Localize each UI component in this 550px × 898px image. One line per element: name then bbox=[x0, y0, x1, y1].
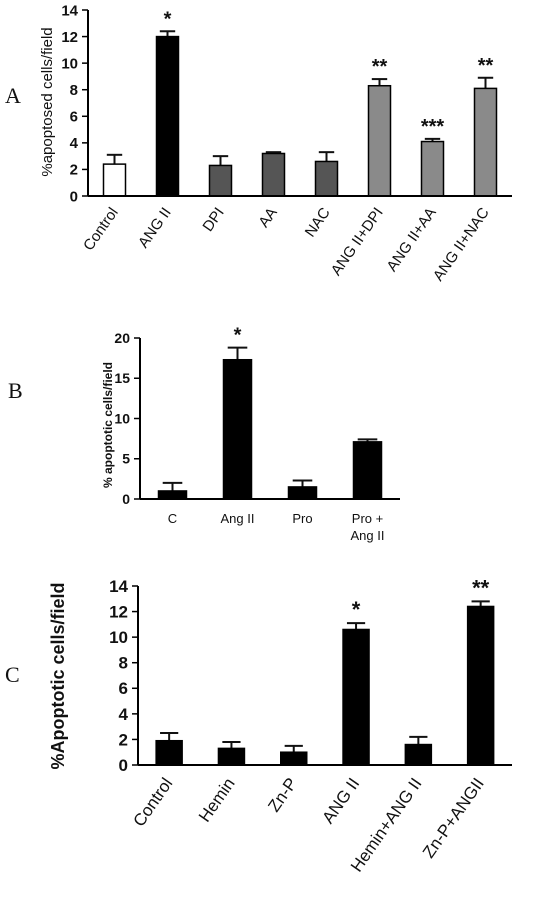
panel-b-y-tick-label: 10 bbox=[114, 410, 130, 426]
panel-b-bar bbox=[157, 490, 188, 500]
panel-b-bars: * bbox=[157, 325, 383, 500]
panel-a-y-tick-label: 4 bbox=[70, 135, 79, 152]
panel-c-bar bbox=[404, 743, 433, 766]
panel-c-y-axis-title: %Apoptotic cells/field bbox=[48, 582, 68, 769]
panel-c-y-tick-label: 4 bbox=[119, 705, 129, 724]
panel-b-y-axis-title: % apoptotic cells/field bbox=[101, 362, 115, 488]
panel-a-bar bbox=[367, 84, 392, 197]
panel-b-y-tick-label: 15 bbox=[114, 370, 130, 386]
panel-a-y-tick-label: 0 bbox=[70, 188, 78, 205]
panel-b-category-label: Pro + bbox=[352, 511, 383, 526]
panel-a-significance-marker: *** bbox=[421, 116, 445, 138]
panel-a-bar bbox=[314, 160, 339, 197]
panel-b-y-tick-label: 0 bbox=[122, 491, 130, 507]
panel-c-bar bbox=[342, 628, 370, 766]
panel-a-y-tick-label: 10 bbox=[61, 55, 78, 72]
panel-a-y-axis-title: %apoptosed cells/field bbox=[39, 27, 56, 176]
panel-b-category-label: Ang II bbox=[221, 511, 255, 526]
panel-c-category-label: Zn-P+ANGII bbox=[419, 774, 488, 861]
panel-a-category-label: NAC bbox=[302, 204, 334, 240]
panel-b-category-label: C bbox=[168, 511, 177, 526]
panel-c-y-tick-label: 8 bbox=[119, 654, 128, 673]
panel-a-category-label: AA bbox=[255, 205, 280, 231]
panel-c-bar bbox=[466, 605, 495, 766]
panel-b-bar bbox=[222, 358, 253, 500]
panel-c-y-tick-label: 2 bbox=[119, 730, 128, 749]
panel-c-significance-marker: * bbox=[352, 597, 361, 622]
panel-b-y-tick-label: 5 bbox=[122, 451, 130, 467]
panel-a-significance-marker: * bbox=[164, 8, 172, 30]
panel-b-category-labels: C Ang II Pro Pro + Ang II bbox=[168, 511, 385, 543]
panel-a-bar bbox=[155, 35, 180, 197]
panel-a-bar bbox=[420, 140, 445, 197]
panel-b-category-label: Ang II bbox=[351, 528, 385, 543]
panel-c-category-label: Hemin bbox=[195, 774, 239, 825]
panel-c-y-tick-label: 12 bbox=[109, 603, 128, 622]
panel-c-bar bbox=[217, 747, 246, 766]
panel-b-category-label: Pro bbox=[292, 511, 312, 526]
panel-a-bar bbox=[102, 163, 127, 197]
panel-b: B % apoptotic cells/field 0 5 10 15 20 * C An… bbox=[8, 325, 400, 543]
panel-a-y-tick-label: 2 bbox=[70, 162, 78, 179]
panel-c-bars: *** bbox=[155, 575, 495, 766]
panel-a-y-ticks: 0 2 4 6 8 10 12 14 bbox=[61, 2, 88, 205]
panel-a-category-label: ANG II bbox=[135, 205, 175, 252]
panel-a-category-label: DPI bbox=[200, 205, 228, 235]
panel-c-category-label: Zn-P bbox=[264, 774, 301, 815]
panel-b-y-ticks: 0 5 10 15 20 bbox=[114, 330, 140, 507]
panel-a-y-tick-label: 6 bbox=[70, 109, 78, 126]
panel-c-letter: C bbox=[5, 662, 20, 687]
panel-a-category-label: ANG II+NAC bbox=[430, 204, 493, 284]
panel-a-y-tick-label: 14 bbox=[61, 2, 78, 19]
panel-b-significance-marker: * bbox=[234, 325, 242, 347]
panel-c-y-tick-label: 14 bbox=[109, 577, 128, 596]
panel-a-y-tick-label: 8 bbox=[70, 82, 78, 99]
panel-a-bar bbox=[208, 164, 233, 197]
panel-c-significance-marker: ** bbox=[472, 575, 490, 600]
panel-a-category-label: Control bbox=[80, 205, 122, 254]
panel-c-bar bbox=[280, 751, 308, 766]
panel-a-category-label: ANG II+AA bbox=[384, 205, 440, 275]
panel-b-bar bbox=[352, 441, 383, 500]
panel-b-bar bbox=[287, 486, 318, 500]
panel-a-significance-marker: ** bbox=[372, 56, 388, 78]
panel-a-bar bbox=[261, 152, 286, 197]
panel-b-y-tick-label: 20 bbox=[114, 330, 130, 346]
panel-a-letter: A bbox=[5, 83, 21, 108]
panel-b-letter: B bbox=[8, 378, 23, 403]
panel-c-y-tick-label: 6 bbox=[119, 679, 128, 698]
panel-c-category-label: Control bbox=[129, 774, 176, 830]
panel-a-bars: ******** bbox=[102, 8, 498, 197]
panel-a-bar bbox=[473, 87, 498, 197]
panel-c-y-tick-label: 10 bbox=[109, 628, 128, 647]
panel-c-bar bbox=[155, 739, 183, 766]
panel-c-y-ticks: 0 2 4 6 8 10 12 14 bbox=[109, 577, 138, 775]
panel-a-category-label: ANG II+DPI bbox=[328, 205, 387, 279]
panel-a-significance-marker: ** bbox=[478, 55, 494, 77]
panel-c-category-label: ANG II bbox=[319, 774, 364, 827]
panel-a-y-tick-label: 12 bbox=[61, 29, 78, 46]
panel-c-y-tick-label: 0 bbox=[119, 756, 128, 775]
